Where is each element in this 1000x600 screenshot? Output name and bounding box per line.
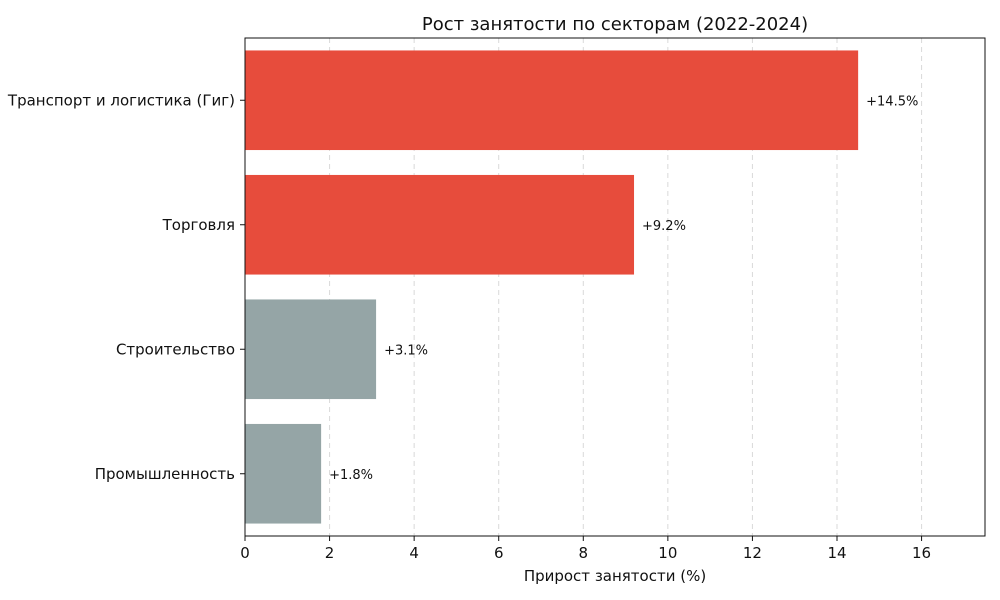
axes-layer <box>244 37 986 537</box>
value-label: +1.8% <box>329 468 373 483</box>
value-label: +3.1% <box>384 343 428 358</box>
ticks-layer: 0 2 4 6 8 10 12 14 16 <box>240 99 931 562</box>
bar <box>245 299 377 400</box>
category-label: Торговля <box>162 216 235 234</box>
x-tick-label: 14 <box>827 544 846 562</box>
x-tick-label: 16 <box>912 544 931 562</box>
x-tick-label: 6 <box>494 544 504 562</box>
x-tick-label: 12 <box>743 544 762 562</box>
plot-frame <box>244 37 986 537</box>
bars-layer <box>245 50 859 524</box>
chart-title: Рост занятости по секторам (2022-2024) <box>422 14 808 35</box>
x-axis-label: Прирост занятости (%) <box>524 567 706 585</box>
bar <box>245 50 859 151</box>
category-label: Промышленность <box>95 465 235 483</box>
category-label: Транспорт и логистика (Гиг) <box>7 91 235 109</box>
value-label: +9.2% <box>642 219 686 234</box>
x-tick-label: 8 <box>579 544 589 562</box>
bar <box>245 174 635 275</box>
x-tick-label: 2 <box>325 544 335 562</box>
value-labels-layer: +14.5% +9.2% +3.1% +1.8% <box>329 94 918 483</box>
x-tick-label: 10 <box>658 544 677 562</box>
x-tick-label: 4 <box>409 544 419 562</box>
x-tick-label: 0 <box>240 544 250 562</box>
category-label: Строительство <box>116 340 235 358</box>
category-labels-layer: Транспорт и логистика (Гиг) Торговля Строи… <box>7 91 235 483</box>
bar <box>245 423 322 524</box>
value-label: +14.5% <box>866 94 918 109</box>
